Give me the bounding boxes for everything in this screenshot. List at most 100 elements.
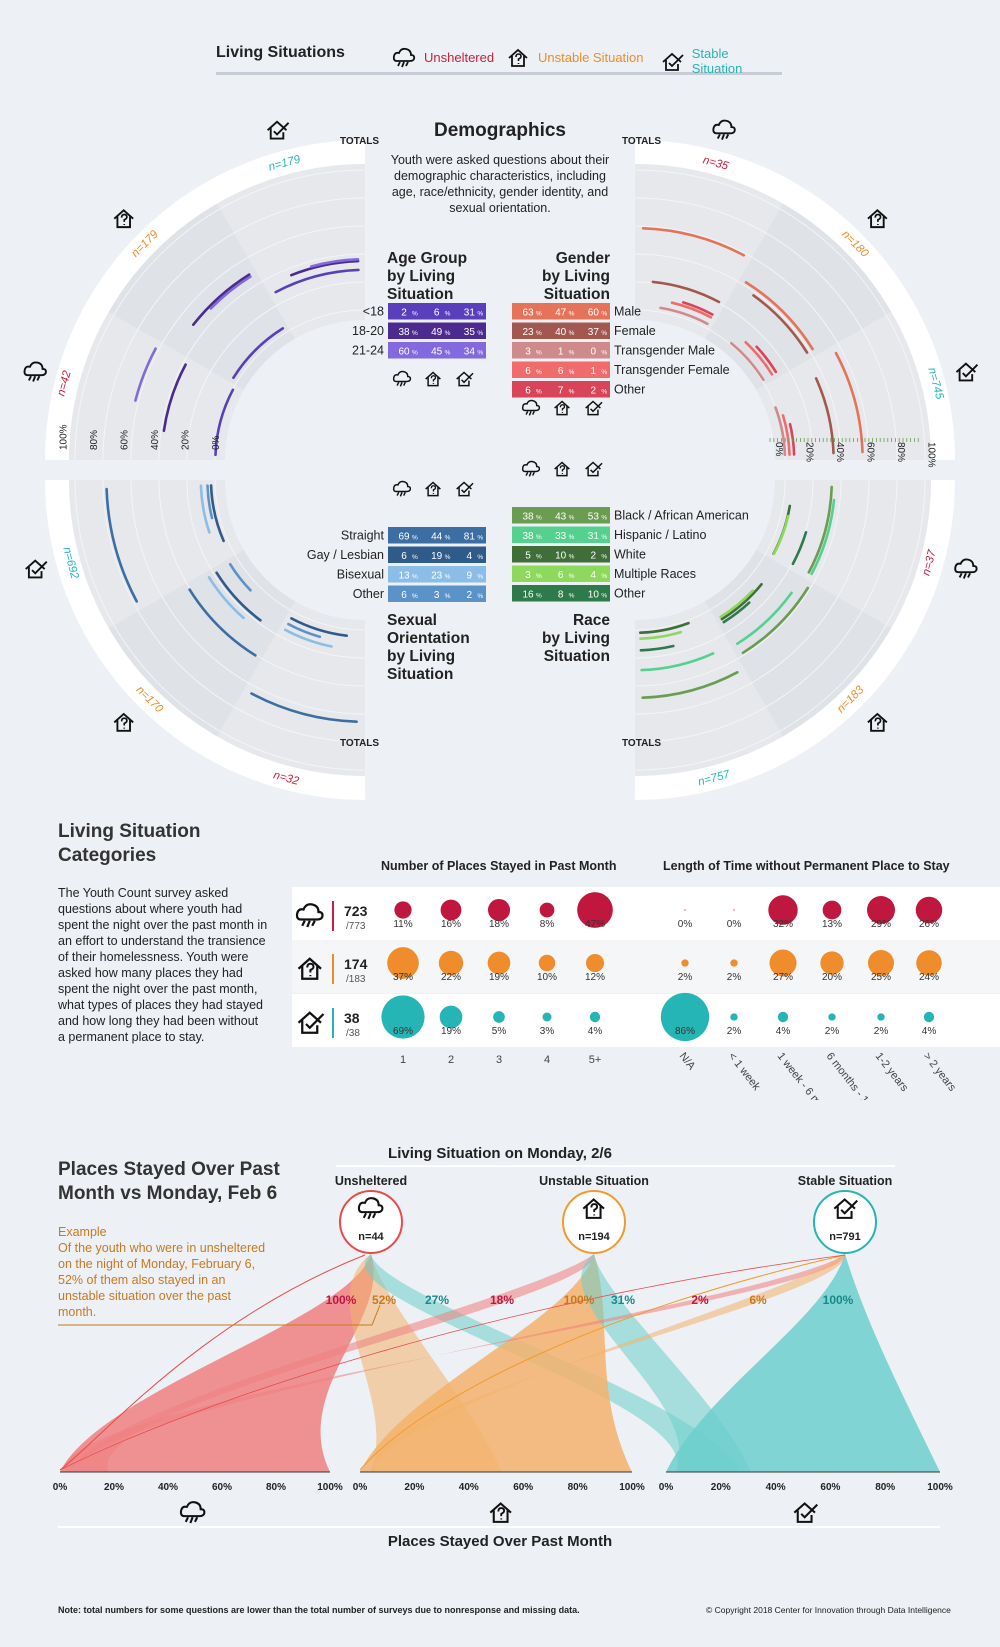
- rain-cloud-icon: [295, 903, 324, 928]
- outer-band: [635, 140, 955, 460]
- table-cell-value: 3: [434, 590, 440, 601]
- table-row-bar: [512, 526, 610, 543]
- percent-sign: %: [445, 311, 451, 318]
- data-arc: [641, 227, 746, 257]
- percent-sign: %: [445, 554, 451, 561]
- flow-line: [59, 1254, 366, 1471]
- flow-percent-label: 27%: [425, 1293, 449, 1307]
- axis-tick: 60%: [120, 430, 131, 450]
- dot-mark: [539, 902, 555, 918]
- grid-ring: [130, 479, 366, 715]
- dot-mark: [915, 896, 943, 924]
- data-arc: [206, 484, 214, 520]
- rain-cloud-icon: [521, 460, 541, 477]
- table-row-bar: [512, 507, 610, 524]
- data-arc: [274, 268, 360, 294]
- percent-sign: %: [601, 350, 607, 357]
- data-arc: [651, 280, 721, 304]
- data-arc: [810, 498, 836, 576]
- data-arc: [639, 644, 675, 652]
- table-cell-value: 69: [398, 532, 410, 543]
- dot-value-label: 26%: [919, 919, 939, 930]
- data-arc: [814, 377, 835, 455]
- data-arc: [228, 563, 252, 592]
- question-house-icon: [867, 209, 888, 229]
- grid-ring: [186, 281, 366, 461]
- dot-value-label: 19%: [441, 1026, 461, 1037]
- dot-mark: [487, 951, 511, 975]
- data-arc: [250, 692, 358, 723]
- percent-sign: %: [569, 534, 575, 541]
- question-house-icon: [113, 712, 134, 732]
- question-house-icon: [508, 48, 528, 67]
- rain-cloud-icon: [712, 119, 736, 141]
- percent-sign: %: [477, 554, 483, 561]
- percent-sign: %: [536, 593, 542, 600]
- x-tick-label: 20%: [404, 1482, 424, 1493]
- legend-item-stable: Stable Situation: [660, 46, 782, 76]
- percent-sign: %: [445, 350, 451, 357]
- dot-value-label: 4%: [588, 1026, 603, 1037]
- table-cell-value: 31: [588, 531, 600, 542]
- situation-sector: [69, 480, 244, 628]
- data-arc: [736, 591, 793, 645]
- x-tick-label: 5+: [589, 1054, 602, 1066]
- flow-band: [60, 1254, 374, 1472]
- dot-mark: [589, 1011, 601, 1023]
- rain-cloud-icon: [392, 47, 416, 68]
- table-cell-value: 10: [588, 590, 600, 601]
- dot-value-label: 11%: [393, 919, 412, 930]
- data-arc: [134, 347, 157, 402]
- grid-ring: [634, 479, 786, 631]
- percent-sign: %: [412, 574, 418, 581]
- table-row-label: <18: [363, 305, 384, 319]
- check-house-icon: [266, 120, 290, 140]
- x-tick-label: < 1 week: [726, 1050, 763, 1093]
- data-arc: [232, 327, 285, 380]
- x-axis-label: Places Stayed Over Past Month: [388, 1533, 612, 1550]
- table-cell-value: 19: [431, 551, 443, 562]
- data-arc: [659, 306, 709, 326]
- x-tick-label: 4: [544, 1054, 550, 1066]
- percent-sign: %: [412, 593, 418, 600]
- percent-sign: %: [412, 535, 418, 542]
- question-house-icon: [425, 371, 441, 387]
- footer-copyright: © Copyright 2018 Center for Innovation t…: [706, 1605, 951, 1615]
- table-row-bar: [512, 565, 610, 582]
- percent-sign: %: [477, 593, 483, 600]
- table-row-bar: [512, 322, 610, 339]
- table-cell-value: 33: [555, 531, 567, 542]
- data-arc: [641, 671, 739, 699]
- dot-mark: [916, 950, 942, 976]
- table-cell-value: 81: [464, 532, 476, 543]
- percent-sign: %: [569, 515, 575, 522]
- table-cell-value: 13: [398, 571, 410, 582]
- table-cell-value: 6: [558, 366, 564, 377]
- data-arc: [287, 622, 322, 639]
- data-arc: [105, 487, 138, 603]
- dot-mark: [733, 909, 735, 911]
- data-arc: [774, 406, 787, 457]
- x-tick-label: 100%: [619, 1482, 645, 1493]
- question-house-icon: [297, 957, 322, 980]
- table-cell-value: 1: [558, 347, 564, 358]
- check-house-icon: [793, 1502, 819, 1523]
- dot-mark: [768, 895, 798, 925]
- legend-label: Unstable Situation: [538, 49, 644, 65]
- totals-label: TOTALS: [340, 136, 379, 147]
- table-cell-value: 49: [431, 327, 443, 338]
- table-cell-value: 2: [467, 590, 473, 601]
- percent-sign: %: [569, 573, 575, 580]
- flow-percent-label: 100%: [326, 1293, 357, 1307]
- check-house-icon: [955, 362, 979, 382]
- rain-cloud-icon: [954, 558, 978, 579]
- legend-item-unstable: Unstable Situation: [506, 46, 644, 68]
- question-house-icon: [867, 712, 888, 732]
- sexual-orientation-title: Sexual Orientation by Living Situation: [387, 612, 470, 683]
- table-cell-value: 6: [401, 551, 407, 562]
- data-arc: [199, 484, 211, 534]
- dot-value-label: 27%: [773, 972, 793, 983]
- situation-sector: [756, 480, 931, 628]
- percent-sign: %: [445, 330, 451, 337]
- dot-mark: [681, 959, 689, 967]
